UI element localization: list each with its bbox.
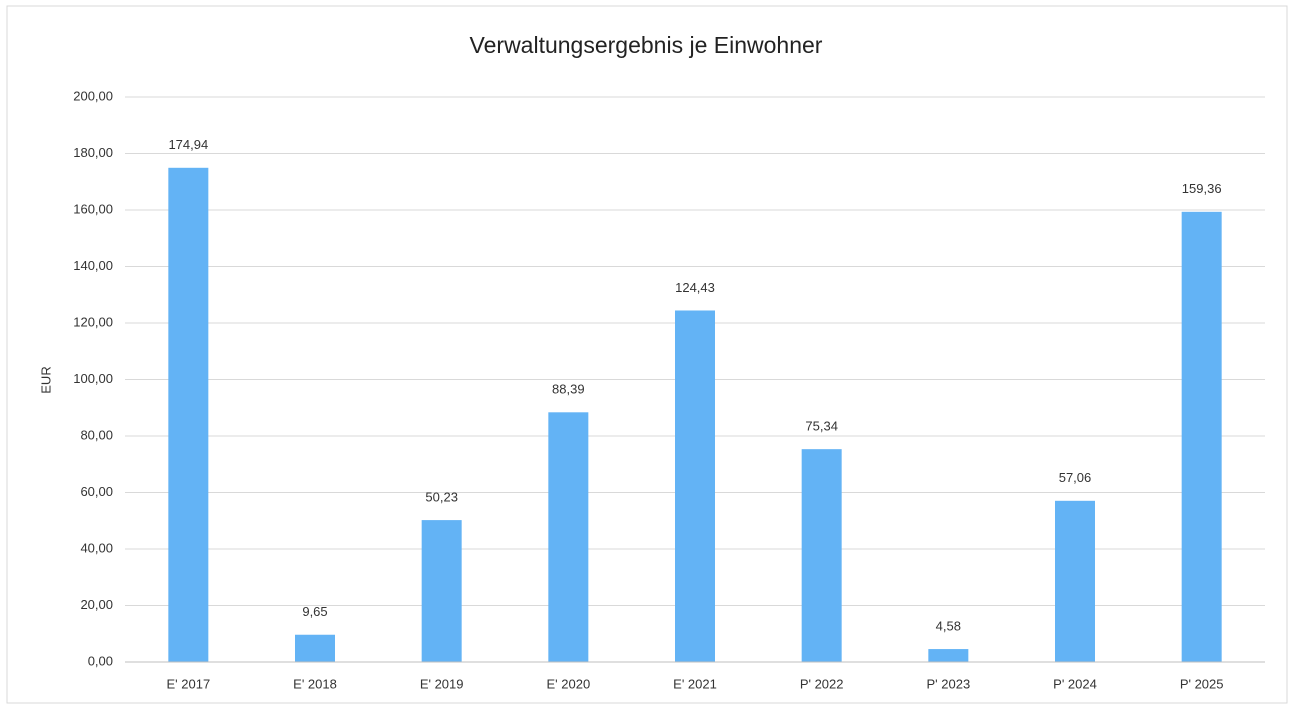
y-tick-label: 20,00	[80, 597, 113, 612]
x-tick-label: E' 2017	[166, 676, 210, 691]
y-tick-label: 80,00	[80, 427, 113, 442]
x-tick-label: P' 2025	[1180, 676, 1224, 691]
x-tick-label: E' 2019	[420, 676, 464, 691]
x-tick-label: E' 2018	[293, 676, 337, 691]
data-label: 124,43	[675, 280, 715, 295]
bar	[548, 412, 589, 662]
x-tick-label: E' 2021	[673, 676, 717, 691]
bar	[928, 649, 969, 662]
data-label: 88,39	[552, 382, 585, 397]
data-label: 57,06	[1059, 470, 1092, 485]
data-label: 159,36	[1182, 181, 1222, 196]
bar	[1181, 211, 1222, 663]
y-tick-label: 40,00	[80, 540, 113, 555]
data-label: 174,94	[168, 137, 208, 152]
x-tick-label: P' 2024	[1053, 676, 1097, 691]
bar	[801, 449, 842, 662]
y-tick-label: 160,00	[73, 201, 113, 216]
y-tick-label: 180,00	[73, 145, 113, 160]
bar	[675, 310, 715, 662]
x-tick-label: P' 2023	[926, 676, 970, 691]
bar	[295, 634, 335, 662]
x-tick-label: P' 2022	[800, 676, 844, 691]
y-tick-label: 0,00	[88, 653, 113, 668]
chart-title: Verwaltungsergebnis je Einwohner	[470, 32, 823, 58]
y-tick-label: 120,00	[73, 314, 113, 329]
y-tick-label: 140,00	[73, 258, 113, 273]
bar	[1055, 500, 1095, 662]
y-tick-label: 60,00	[80, 484, 113, 499]
x-tick-label: E' 2020	[546, 676, 590, 691]
y-tick-label: 200,00	[73, 88, 113, 103]
y-axis-label: EUR	[38, 366, 53, 393]
y-tick-label: 100,00	[73, 371, 113, 386]
data-label: 9,65	[302, 604, 327, 619]
data-label: 4,58	[936, 618, 961, 633]
data-label: 50,23	[425, 490, 458, 505]
data-label: 75,34	[805, 419, 838, 434]
bar	[168, 167, 209, 662]
bar	[421, 520, 462, 662]
